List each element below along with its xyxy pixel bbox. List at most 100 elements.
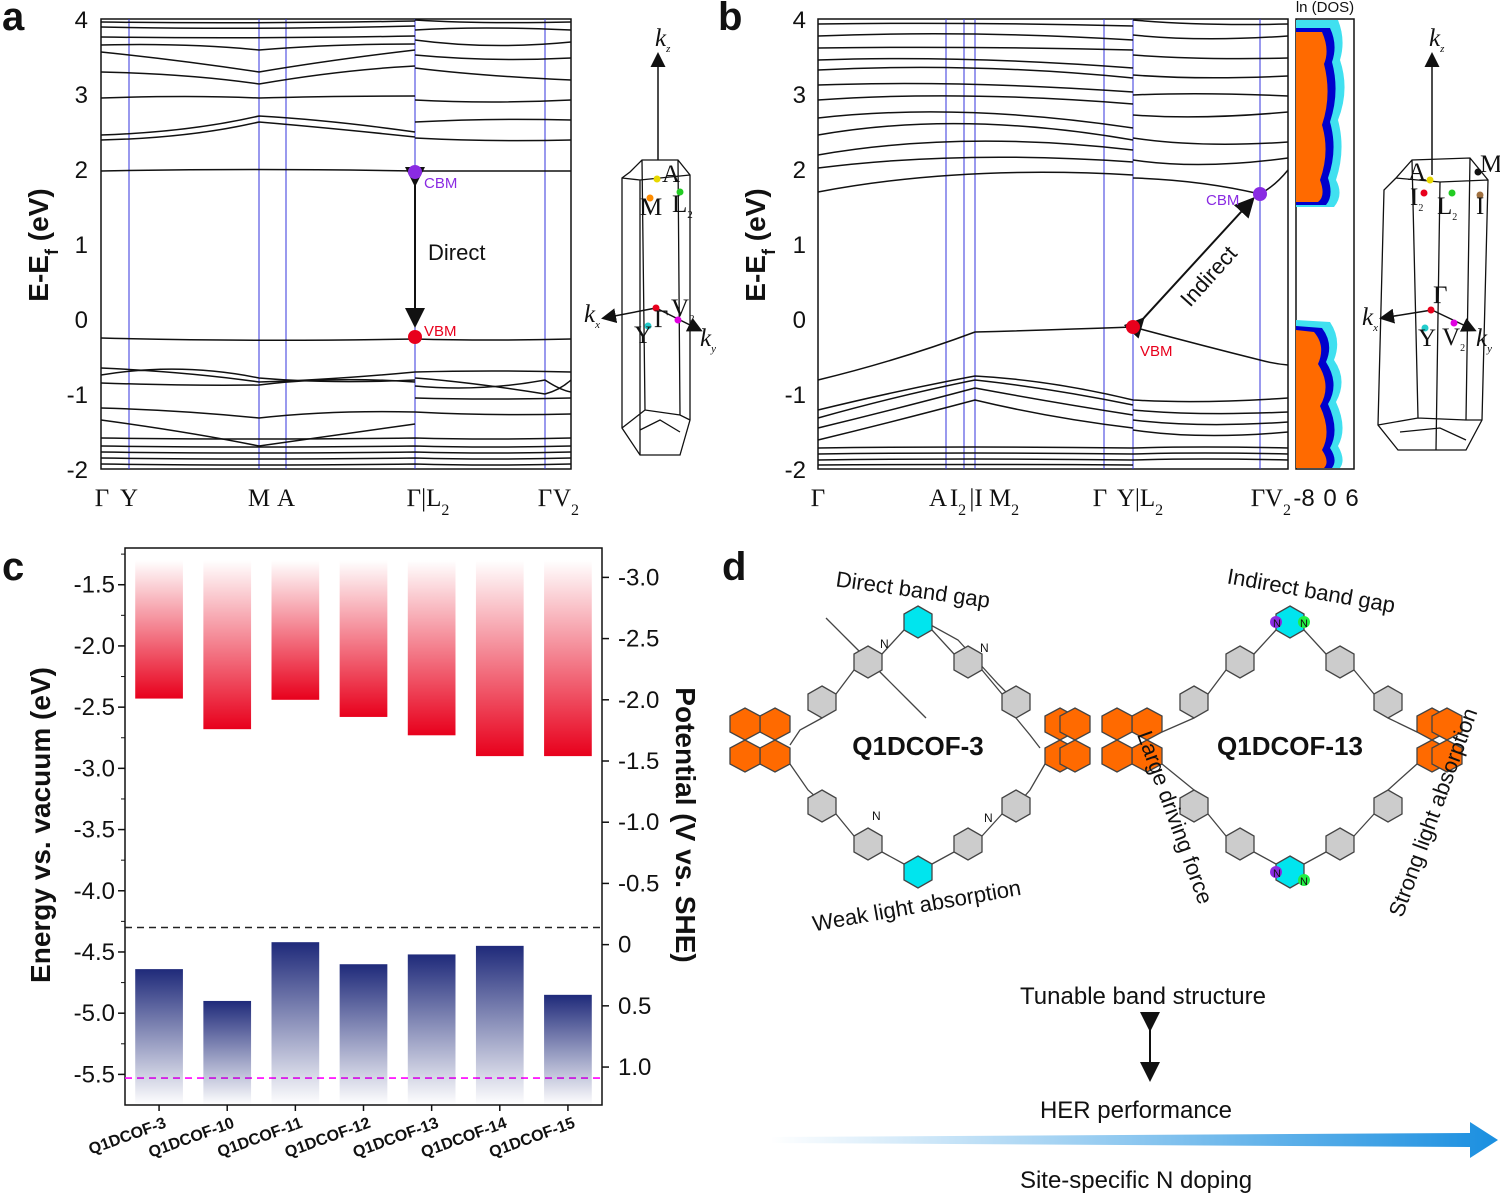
doping-arrow [770, 1122, 1498, 1158]
y2-tick-label: -2.0 [618, 687, 659, 714]
band-a-bands [100, 19, 572, 466]
k-tick-m2: M2 [989, 485, 1019, 519]
direct-label: Direct [428, 240, 485, 265]
imine-n: N [984, 811, 993, 825]
right-title: Indirect band gap [1225, 564, 1397, 618]
y2-tick-label: -3.0 [618, 564, 659, 591]
vbm-point [408, 330, 422, 344]
bz-label-a: A [662, 161, 680, 188]
n-dopant-purple [1270, 616, 1282, 628]
k-tick-y: Y [120, 485, 138, 512]
y-tick-label: -3.0 [74, 755, 115, 782]
indirect-gap-arrow [1123, 197, 1255, 339]
band-b-yticks: 4 3 2 1 0 -1 -2 [785, 7, 806, 484]
bz-label-m2: M2 [1480, 151, 1500, 181]
panel-a: a E-Ef (eV) 4 3 2 1 0 -1 -2 Γ Y [2, 0, 716, 519]
n-dopant-purple [1270, 866, 1282, 878]
k-tick-v2: V2 [553, 485, 579, 519]
vbm-label: VBM [1140, 343, 1173, 360]
y-tick: 3 [75, 82, 88, 109]
panel-letter-c: c [2, 545, 24, 589]
band-b-ylabel: E-Ef (eV) [740, 188, 779, 301]
dos-title: ln (DOS) [1296, 0, 1354, 16]
kz-label: kz [655, 25, 671, 55]
vbm-bar [475, 945, 524, 1105]
doping-text: Site-specific N doping [1020, 1167, 1252, 1194]
y-tick: 2 [75, 157, 88, 184]
cbm-bar [339, 560, 388, 717]
bz-label-l2: L2 [1437, 193, 1457, 223]
bz-label-y: Y [634, 322, 652, 349]
band-b-xticks: Γ A I2 |I M2 Γ Y|L2 Γ V2 [811, 485, 1291, 519]
indirect-label: Indirect [1175, 241, 1242, 311]
n-atom-label: N [1300, 876, 1308, 888]
k-tick-gamma: Γ [1251, 485, 1265, 512]
band-a-ylabel: E-Ef (eV) [23, 188, 62, 301]
n-dopant-green [1298, 874, 1310, 886]
panel-letter-a: a [2, 0, 25, 39]
ky-label: ky [1476, 325, 1492, 355]
y-tick: -2 [67, 457, 88, 484]
dos-tick: 6 [1345, 485, 1358, 512]
y2-tick-label: 0 [618, 932, 631, 959]
bz-label-v2: V2 [1442, 324, 1465, 354]
y2-tick-label: 1.0 [618, 1054, 651, 1081]
k-tick-gamma: Γ [538, 485, 552, 512]
y-tick: 0 [75, 307, 88, 334]
y-tick: 4 [75, 7, 88, 34]
cbm-point [408, 165, 422, 179]
cbm-bar [271, 560, 320, 700]
imine-n: N [980, 641, 989, 655]
y-tick-label: -2.5 [74, 694, 115, 721]
cbm-label: CBM [424, 175, 457, 192]
panel-d: d N N N [722, 545, 1498, 1194]
k-tick-a: A [929, 485, 947, 512]
chart-c-yticks: -1.5 -2.0 -2.5 -3.0 -3.5 -4.0 -4.5 -5.0 -5.5 [74, 553, 125, 1088]
chart-c-bars [135, 560, 592, 1105]
y2-tick-label: 0.5 [618, 993, 651, 1020]
imine-n: N [872, 809, 881, 823]
y-tick: -1 [67, 382, 88, 409]
chart-c-y2ticks: -3.0 -2.5 -2.0 -1.5 -1.0 -0.5 0 0.5 1.0 [602, 564, 659, 1081]
bz-label-gamma: Γ [654, 306, 668, 333]
kx-label: kx [584, 301, 600, 331]
cbm-label: CBM [1206, 192, 1239, 209]
panel-letter-d: d [722, 545, 746, 589]
y2-tick-label: -1.0 [618, 809, 659, 836]
bz-label-l2: L2 [672, 191, 693, 221]
bz-a: A M L2 Γ V2 Y kz kx ky [584, 25, 716, 456]
k-tick-gamma: Γ [1093, 485, 1107, 512]
panel-letter-b: b [718, 0, 742, 39]
band-a-xticks: Γ Y M A Γ|L2 Γ V2 [95, 485, 579, 519]
cbm-bar [135, 560, 183, 699]
imine-n: N [880, 637, 889, 651]
band-a-yticks: 4 3 2 1 0 -1 -2 [67, 7, 88, 484]
cbm-bar [544, 560, 592, 757]
y2-tick-label: -2.5 [618, 626, 659, 653]
her-text: HER performance [1040, 1097, 1232, 1124]
ky-label: ky [700, 325, 716, 355]
bz-label-m: M [640, 194, 662, 221]
dos-tick: -8 [1293, 485, 1314, 512]
y-tick-label: -5.0 [74, 1000, 115, 1027]
y-tick-label: -5.5 [74, 1061, 115, 1088]
left-title: Direct band gap [834, 566, 991, 612]
kz-label: kz [1429, 25, 1445, 55]
bz-label-gamma: Γ [1433, 282, 1447, 309]
bz-label-a: A [1408, 159, 1426, 186]
vbm-bar [271, 942, 320, 1105]
y-tick-label: -1.5 [74, 572, 115, 599]
y2-tick-label: -1.5 [618, 748, 659, 775]
tunable-text: Tunable band structure [1020, 983, 1266, 1010]
k-tick-i: |I [969, 485, 982, 512]
dos-panel: ln (DOS) -8 0 6 [1293, 0, 1358, 512]
cbm-bar [203, 560, 252, 730]
chart-c-categories: Q1DCOF-3Q1DCOF-10Q1DCOF-11Q1DCOF-12Q1DCO… [87, 1105, 577, 1161]
band-a-frame [100, 18, 572, 470]
y-tick: 0 [793, 307, 806, 334]
cbm-point [1253, 187, 1267, 201]
bz-label-v2: V2 [671, 295, 695, 325]
bz-label-i: I [1476, 193, 1484, 220]
k-tick-y-l2: Y|L2 [1117, 485, 1163, 519]
vbm-bar [544, 994, 592, 1105]
